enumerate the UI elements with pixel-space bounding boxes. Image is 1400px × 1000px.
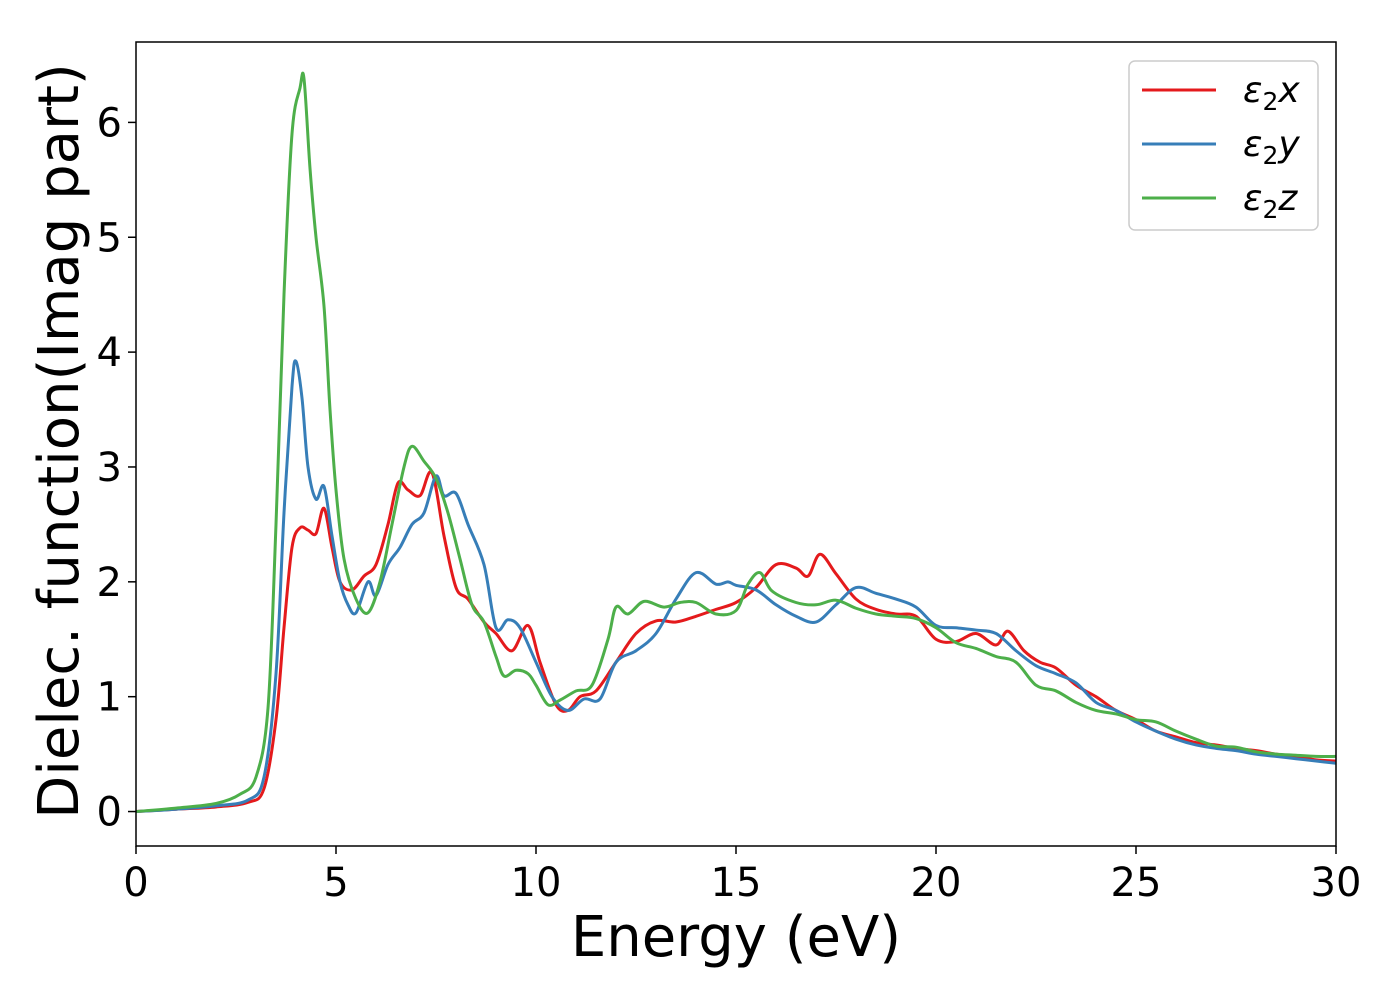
x-tick-label: 15 [711, 860, 762, 906]
x-tick-label: 25 [1111, 860, 1162, 906]
y-tick-label: 0 [97, 790, 122, 836]
y-axis-label: Dielec. function(Imag part) [27, 63, 92, 819]
y-tick-label: 2 [97, 560, 122, 606]
y-tick-label: 6 [97, 100, 122, 146]
x-tick-label: 30 [1311, 860, 1362, 906]
legend-box [1128, 60, 1319, 231]
x-tick-label: 20 [911, 860, 962, 906]
legend-label-y: ε2y [1243, 124, 1300, 170]
y-axis: 0 1 2 3 4 5 6 [97, 100, 136, 836]
series-line-z [136, 71, 1336, 814]
x-tick-label: 5 [323, 860, 348, 906]
y-tick-label: 5 [97, 215, 122, 261]
x-axis-label: Energy (eV) [571, 905, 901, 970]
legend: ε2x ε2y ε2z [1128, 60, 1319, 231]
series-line-y [136, 359, 1336, 814]
x-axis: 0 5 10 15 20 25 30 [123, 846, 1361, 906]
x-tick-label: 0 [123, 860, 148, 906]
series-layer [136, 71, 1336, 814]
y-tick-label: 4 [97, 330, 122, 376]
x-tick-label: 10 [511, 860, 562, 906]
legend-label-z: ε2z [1243, 178, 1298, 224]
legend-label-x: ε2x [1243, 70, 1300, 116]
series-line-x [136, 470, 1336, 814]
y-tick-label: 3 [97, 445, 122, 491]
y-tick-label: 1 [97, 675, 122, 721]
